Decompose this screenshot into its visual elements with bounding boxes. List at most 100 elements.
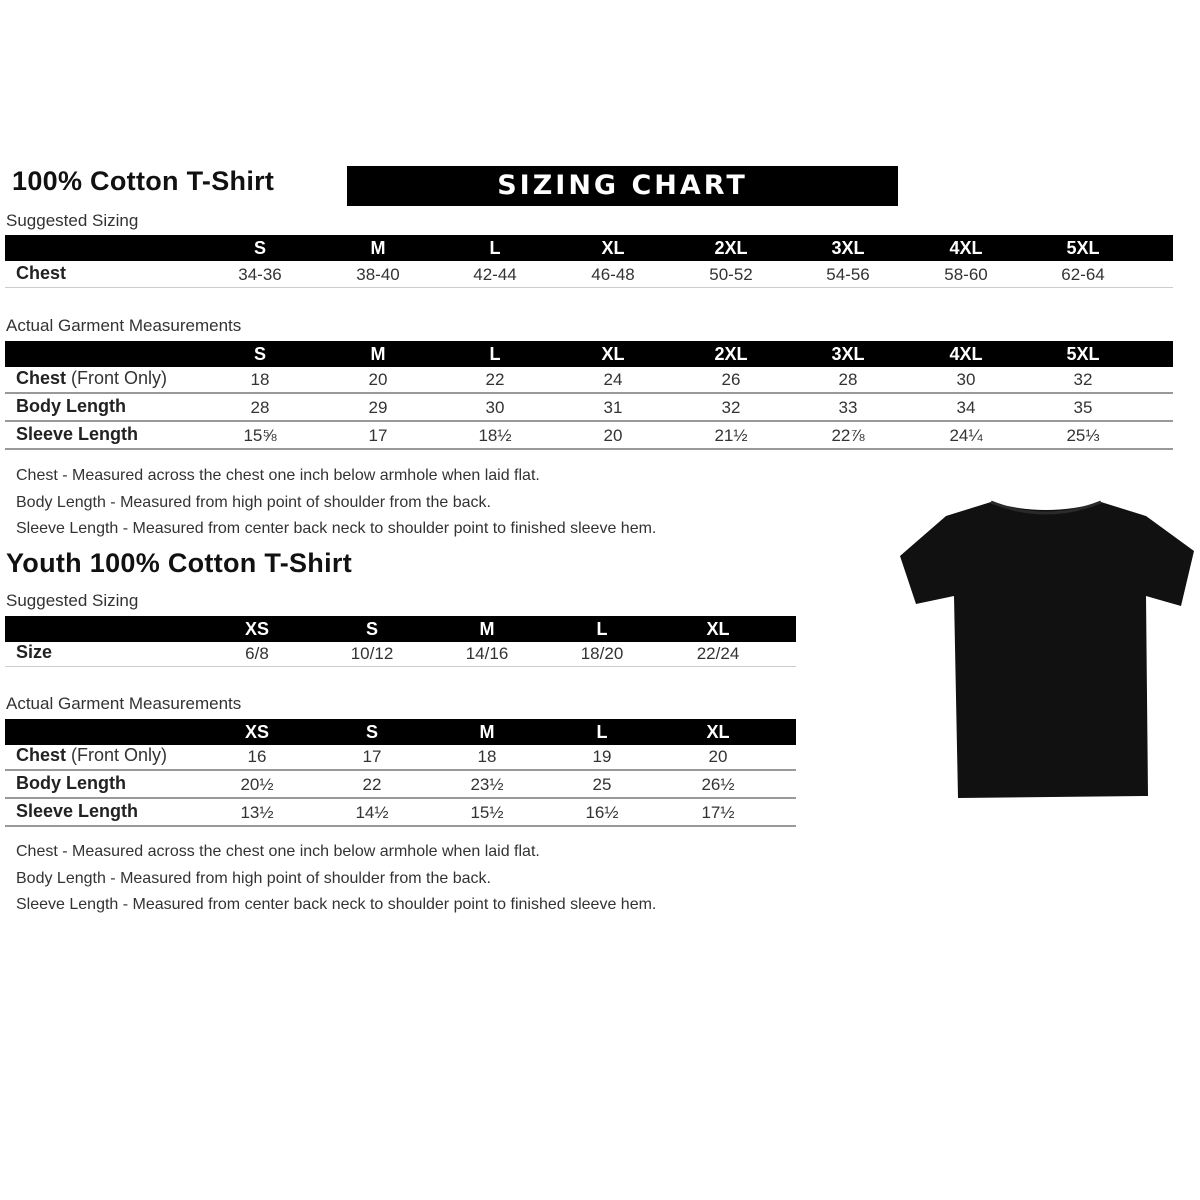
table-cell: 20½ [240,775,274,794]
row-label-text: Sleeve Length [16,801,139,821]
table-cell: 21½ [714,426,748,445]
table-cell: 35 [1073,398,1093,417]
size-header: S [365,619,379,639]
row-label: Sleeve Length [16,424,138,445]
sizing-chart-banner: SIZING CHART [347,166,898,206]
row-divider [5,448,1173,450]
table-cell: 25 [592,775,612,794]
table-cell: 30 [956,370,976,389]
row-label-text: Chest [16,263,67,283]
row-divider [5,769,796,771]
table-cell: 26 [721,370,741,389]
table-cell: 28 [838,370,858,389]
row-label: Chest (Front Only) [16,368,167,389]
measurement-note: Body Length - Measured from high point o… [16,493,491,511]
table-cell: 20 [603,426,623,445]
measurement-note: Sleeve Length - Measured from center bac… [16,896,657,913]
row-label-text: Sleeve Length [16,424,139,444]
table-cell: 22 [362,775,382,794]
row-label: Size [16,642,52,663]
row-label-text: Chest [16,368,67,388]
row-label-extra: (Front Only) [66,368,168,388]
row-divider [5,420,1173,422]
table-cell: 17 [362,747,382,766]
row-label-text: Body Length [16,773,126,793]
size-header: XS [244,619,270,639]
table-cell: 34-36 [238,265,282,284]
row-label: Chest [16,263,66,284]
table-cell: 20 [708,747,728,766]
size-header: XL [601,344,625,364]
adult-suggested-header: S M L XL 2XL 3XL 4XL 5XL [5,235,1173,261]
table-cell: 24¼ [949,426,983,445]
table-cell: 18½ [478,426,512,445]
row-label-text: Body Length [16,396,126,416]
measurement-note: Chest - Measured across the chest one in… [16,467,540,484]
table-cell: 18/20 [580,644,624,663]
size-header: 3XL [831,344,865,364]
table-cell: 31 [603,398,623,417]
table-cell: 14½ [355,803,389,822]
row-label: Body Length [16,773,126,794]
table-cell: 29 [368,398,388,417]
table-cell: 10/12 [350,644,394,663]
table-cell: 30 [485,398,505,417]
size-header: 2XL [714,344,748,364]
table-cell: 14/16 [465,644,509,663]
tshirt-icon [900,502,1194,798]
table-cell: 42-44 [473,265,517,284]
size-header: XL [601,238,625,258]
size-header: L [489,344,501,364]
size-header: XL [706,619,730,639]
youth-title: Youth 100% Cotton T-Shirt [6,548,352,578]
table-cell: 32 [721,398,741,417]
table-cell: 58-60 [944,265,988,284]
row-label: Chest (Front Only) [16,745,167,766]
table-cell: 46-48 [591,265,635,284]
table-cell: 28 [250,398,270,417]
table-cell: 22 [485,370,505,389]
size-header: L [489,238,501,258]
size-header: 3XL [831,238,865,258]
table-cell: 54-56 [826,265,870,284]
size-header: L [596,619,608,639]
size-header: 2XL [714,238,748,258]
measurement-note: Body Length - Measured from high point o… [16,869,491,887]
table-cell: 24 [603,370,623,389]
table-cell: 13½ [240,803,274,822]
size-header: 4XL [949,344,983,364]
size-header: M [479,619,495,639]
size-header: S [253,344,267,364]
table-cell: 23½ [470,775,504,794]
table-cell: 18 [477,747,497,766]
table-cell: 32 [1073,370,1093,389]
table-cell: 50-52 [709,265,753,284]
adult-suggested-label: Suggested Sizing [6,211,139,230]
table-cell: 25⅓ [1066,426,1100,445]
table-cell: 34 [956,398,976,417]
size-header: M [370,238,386,258]
size-header: 5XL [1066,344,1100,364]
table-cell: 17½ [701,803,735,822]
table-cell: 16 [247,747,267,766]
table-cell: 22⅞ [831,426,865,445]
table-cell: 6/8 [245,644,269,663]
table-cell: 15½ [470,803,504,822]
size-header: S [365,722,379,742]
youth-suggested-header: XS S M L XL [5,616,796,642]
table-cell: 62-64 [1061,265,1105,284]
table-cell: 20 [368,370,388,389]
adult-actual-label: Actual Garment Measurements [6,316,242,335]
size-header: 4XL [949,238,983,258]
row-divider [5,287,1173,288]
youth-actual-header: XS S M L XL [5,719,796,745]
size-header: L [596,722,608,742]
row-label-text: Chest [16,745,67,765]
table-cell: 33 [838,398,858,417]
row-label-text: Size [16,642,53,662]
table-cell: 18 [250,370,270,389]
table-cell: 38-40 [356,265,400,284]
size-header: M [479,722,495,742]
table-cell: 17 [368,426,388,445]
table-cell: 16½ [585,803,619,822]
